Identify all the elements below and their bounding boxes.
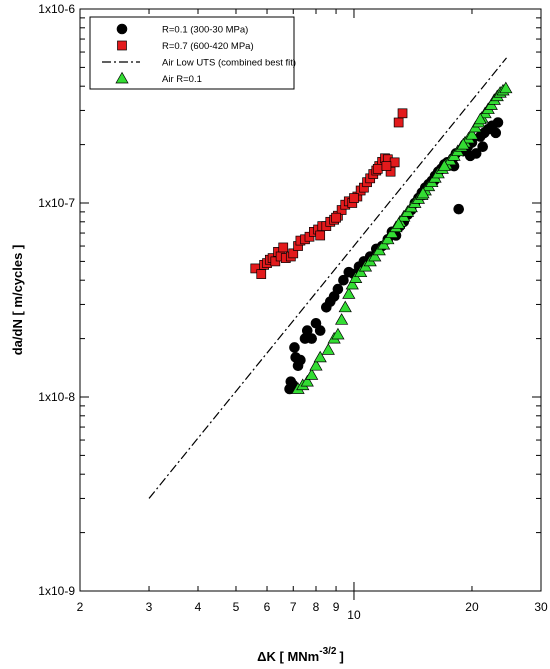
data-point-circle <box>306 333 317 344</box>
data-point-triangle <box>437 159 451 171</box>
y-tick-label: 1x10-6 <box>38 2 75 16</box>
data-point-circle <box>332 283 344 295</box>
data-point-square <box>270 256 281 267</box>
legend-swatch-circle <box>116 23 128 35</box>
data-point-square <box>315 230 326 241</box>
data-point-square <box>256 269 267 279</box>
axis-ticks <box>79 8 542 600</box>
x-axis-title-end: ] <box>339 649 343 664</box>
x-tick-label: 6 <box>264 600 271 614</box>
data-point-triangle <box>345 277 359 290</box>
series-1 <box>250 108 408 279</box>
x-tick-label: 7 <box>290 600 297 614</box>
data-point-square <box>278 242 289 253</box>
data-point-triangle <box>381 232 395 245</box>
data-point-triangle <box>368 249 382 262</box>
y-axis-title: da/dN [ m/cycles ] <box>10 245 25 356</box>
data-point-triangle <box>349 271 363 283</box>
data-point-triangle <box>372 243 386 256</box>
legend-swatch-triangle <box>115 71 129 84</box>
x-tick-label: 30 <box>534 600 548 614</box>
data-point-triangle <box>338 300 352 313</box>
plot-frame <box>79 8 542 592</box>
series-line-dashdot <box>148 57 507 499</box>
data-point-square <box>381 161 392 171</box>
x-tick-label-major: 10 <box>347 608 361 622</box>
legend-label: Air R=0.1 <box>162 74 202 85</box>
series-layer <box>148 57 513 499</box>
x-tick-label: 8 <box>313 600 320 614</box>
series-3 <box>291 81 513 394</box>
x-tick-label: 20 <box>465 600 479 614</box>
legend-label: R=0.7 (600-420 MPa) <box>162 41 254 52</box>
data-point-triangle <box>392 217 406 229</box>
data-point-circle <box>477 141 488 153</box>
data-point-triangle <box>331 327 345 340</box>
tick-labels: 10 2 3 4 5 6 7 8 9 20 30 1x10-9 1x10-8 1x10-7 1x10-6 <box>38 2 548 622</box>
data-point-triangle <box>300 374 314 387</box>
data-point-triangle <box>342 287 356 299</box>
data-point-square <box>389 157 400 168</box>
data-point-circle <box>314 325 326 336</box>
x-axis-title: ΔK [ MNm-3/2] <box>257 646 344 664</box>
x-tick-label: 3 <box>146 600 153 614</box>
x-tick-label: 9 <box>333 600 340 614</box>
data-point-square <box>349 193 359 203</box>
data-point-triangle <box>385 226 399 238</box>
plot-border <box>79 8 542 592</box>
x-axis-title-main: ΔK [ MNm <box>257 649 319 664</box>
legend: R=0.1 (300-30 MPa) R=0.7 (600-420 MPa) Air… <box>89 16 296 90</box>
data-point-circle <box>301 325 313 336</box>
y-tick-label: 1x10-8 <box>38 390 75 404</box>
data-point-triangle <box>416 186 430 199</box>
data-point-circle <box>490 127 502 139</box>
data-point-circle <box>492 117 504 128</box>
x-tick-label: 4 <box>195 600 202 614</box>
data-point-triangle <box>465 127 479 140</box>
x-axis-title-sup: -3/2 <box>319 646 337 657</box>
data-point-triangle <box>305 368 319 380</box>
data-point-circle <box>289 342 300 353</box>
data-point-triangle <box>321 343 335 355</box>
x-tick-label: 2 <box>77 600 84 614</box>
data-point-square <box>397 108 408 119</box>
legend-label: Air Low UTS (combined best fit) <box>162 58 296 69</box>
data-point-square <box>331 212 341 223</box>
x-tick-label: 5 <box>233 600 240 614</box>
data-point-triangle <box>309 358 323 371</box>
data-point-triangle <box>335 313 349 325</box>
data-point-circle <box>464 150 476 162</box>
series-2 <box>148 57 507 499</box>
data-point-square <box>393 117 404 128</box>
y-tick-label: 1x10-9 <box>38 584 75 598</box>
legend-label: R=0.1 (300-30 MPa) <box>162 25 248 36</box>
y-tick-label: 1x10-7 <box>38 196 75 210</box>
data-point-triangle <box>456 137 470 150</box>
data-point-triangle <box>499 81 513 94</box>
legend-swatch-square <box>117 40 127 51</box>
data-point-square <box>372 163 383 174</box>
data-point-triangle <box>313 350 327 363</box>
data-point-circle <box>295 354 306 366</box>
data-point-circle <box>338 274 349 286</box>
data-point-circle <box>453 203 465 215</box>
data-point-triangle <box>473 112 487 125</box>
